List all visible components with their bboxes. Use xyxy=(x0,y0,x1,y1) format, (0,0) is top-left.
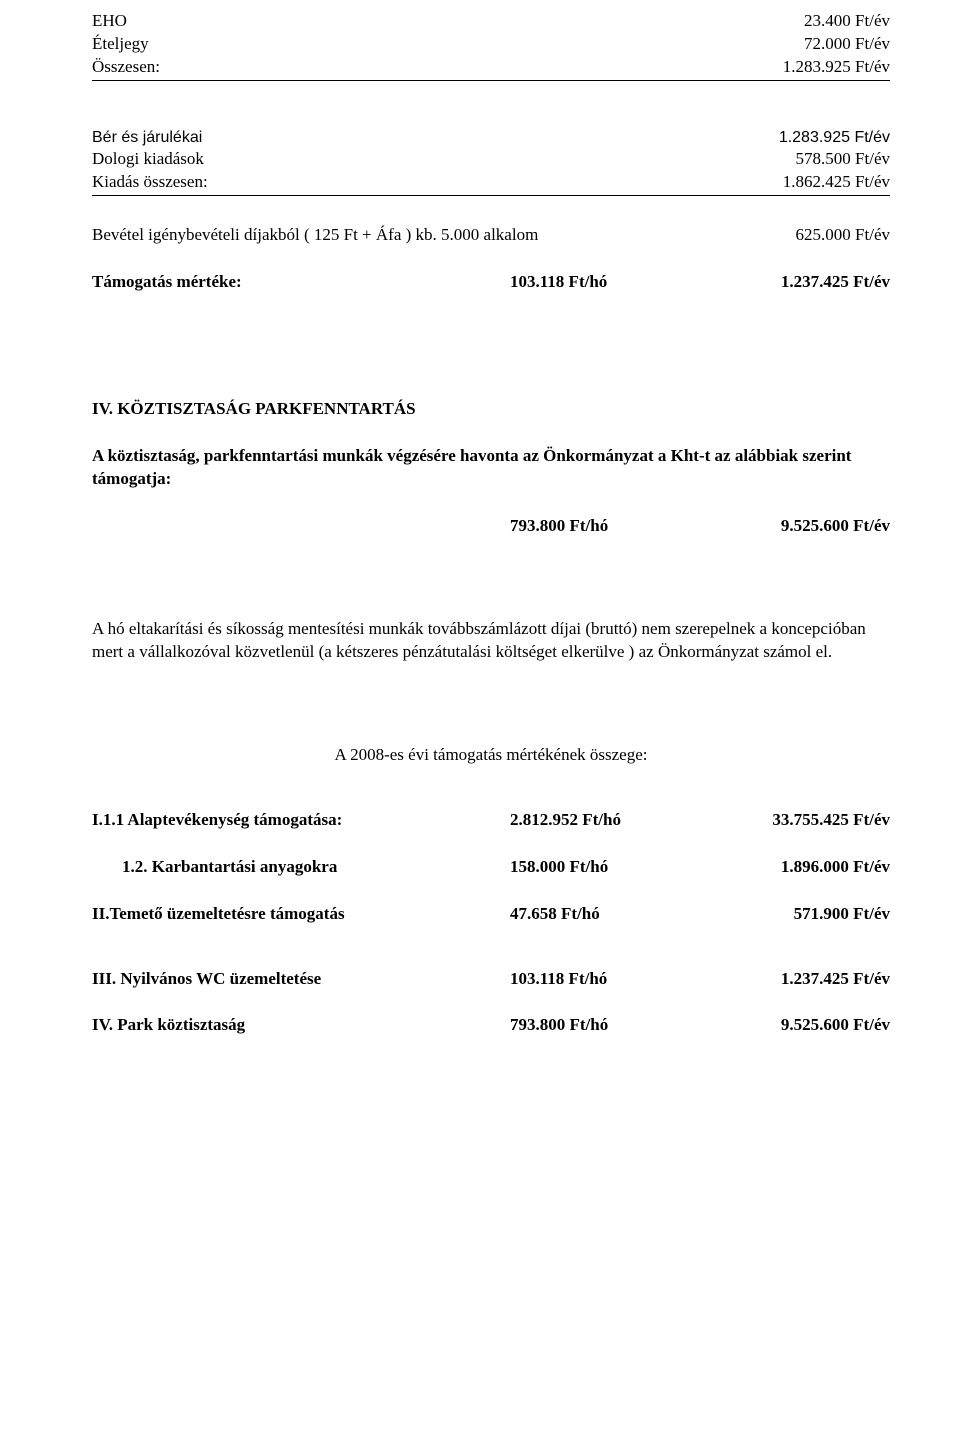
value-kiadas: 1.862.425 Ft/év xyxy=(763,171,890,194)
row-dologi: Dologi kiadások 578.500 Ft/év xyxy=(92,148,890,171)
label-i12: 1.2. Karbantartási anyagokra xyxy=(122,856,510,879)
row-summary-i12: 1.2. Karbantartási anyagokra 158.000 Ft/… xyxy=(92,856,890,879)
label-dologi: Dologi kiadások xyxy=(92,148,776,171)
row-ber: Bér és járulékai 1.283.925 Ft/év xyxy=(92,127,890,149)
label-tamogatas: Támogatás mértéke: xyxy=(92,271,510,294)
value-tamogatas-ho: 103.118 Ft/hó xyxy=(510,271,700,294)
row-kiadas-osszesen: Kiadás összesen: 1.862.425 Ft/év xyxy=(92,171,890,196)
label-bevetel: Bevétel igénybevételi díjakból ( 125 Ft … xyxy=(92,224,776,247)
section-iv-ftev: 9.525.600 Ft/év xyxy=(700,515,890,538)
mid-i11: 2.812.952 Ft/hó xyxy=(510,809,700,832)
right-i12: 1.896.000 Ft/év xyxy=(700,856,890,879)
section-iv-ftho: 793.800 Ft/hó xyxy=(510,515,700,538)
label-osszesen: Összesen: xyxy=(92,56,763,79)
right-iv: 9.525.600 Ft/év xyxy=(700,1014,890,1037)
mid-i12: 158.000 Ft/hó xyxy=(510,856,700,879)
row-section-iv-amount: 793.800 Ft/hó 9.525.600 Ft/év xyxy=(92,515,890,538)
label-i11: I.1.1 Alaptevékenység támogatása: xyxy=(92,809,510,832)
row-summary-i11: I.1.1 Alaptevékenység támogatása: 2.812.… xyxy=(92,809,890,832)
value-dologi: 578.500 Ft/év xyxy=(776,148,890,171)
heading-section-iv: IV. KÖZTISZTASÁG PARKFENNTARTÁS xyxy=(92,398,890,421)
label-kiadas: Kiadás összesen: xyxy=(92,171,763,194)
label-eho: EHO xyxy=(92,10,784,33)
label-iii: III. Nyilvános WC üzemeltetése xyxy=(92,968,510,991)
label-iv: IV. Park köztisztaság xyxy=(92,1014,510,1037)
mid-iii: 103.118 Ft/hó xyxy=(510,968,700,991)
summary-heading: A 2008-es évi támogatás mértékének össze… xyxy=(92,744,890,767)
row-eho: EHO 23.400 Ft/év xyxy=(92,10,890,33)
value-osszesen: 1.283.925 Ft/év xyxy=(763,56,890,79)
value-eteljegy: 72.000 Ft/év xyxy=(784,33,890,56)
row-summary-iv: IV. Park köztisztaság 793.800 Ft/hó 9.52… xyxy=(92,1014,890,1037)
value-bevetel: 625.000 Ft/év xyxy=(776,224,890,247)
value-ber: 1.283.925 Ft/év xyxy=(759,127,890,149)
row-summary-iii: III. Nyilvános WC üzemeltetése 103.118 F… xyxy=(92,968,890,991)
value-eho: 23.400 Ft/év xyxy=(784,10,890,33)
row-tamogatas-merteke: Támogatás mértéke: 103.118 Ft/hó 1.237.4… xyxy=(92,271,890,294)
right-i11: 33.755.425 Ft/év xyxy=(700,809,890,832)
label-eteljegy: Ételjegy xyxy=(92,33,784,56)
right-iii: 1.237.425 Ft/év xyxy=(700,968,890,991)
label-ii: II.Temető üzemeltetésre támogatás xyxy=(92,903,510,926)
mid-ii: 47.658 Ft/hó xyxy=(510,903,700,926)
section-iv-paragraph: A hó eltakarítási és síkosság mentesítés… xyxy=(92,618,890,664)
section-iv-intro: A köztisztaság, parkfenntartási munkák v… xyxy=(92,445,890,491)
row-eteljegy: Ételjegy 72.000 Ft/év xyxy=(92,33,890,56)
value-tamogatas-ev: 1.237.425 Ft/év xyxy=(700,271,890,294)
right-ii: 571.900 Ft/év xyxy=(700,903,890,926)
row-summary-ii: II.Temető üzemeltetésre támogatás 47.658… xyxy=(92,903,890,926)
mid-iv: 793.800 Ft/hó xyxy=(510,1014,700,1037)
row-osszesen: Összesen: 1.283.925 Ft/év xyxy=(92,56,890,81)
row-bevetel: Bevétel igénybevételi díjakból ( 125 Ft … xyxy=(92,224,890,247)
label-ber: Bér és járulékai xyxy=(92,127,759,149)
